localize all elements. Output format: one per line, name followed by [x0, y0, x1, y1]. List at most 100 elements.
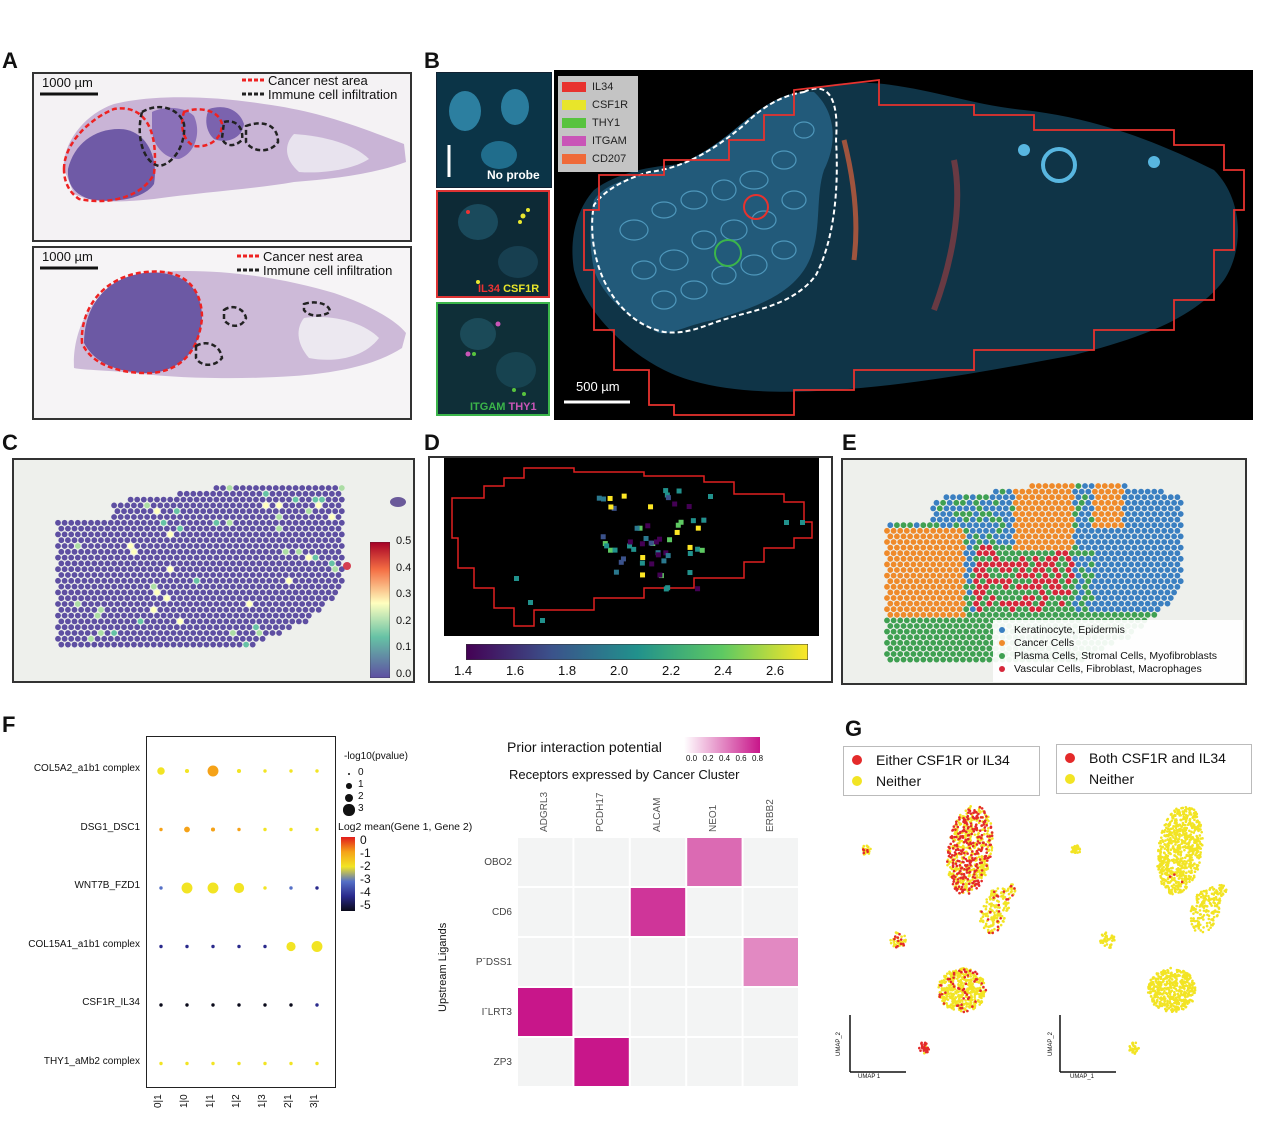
expression-spot	[206, 566, 213, 573]
umap-cell	[1202, 889, 1205, 893]
umap-cell	[1009, 884, 1013, 888]
expression-spot	[173, 635, 180, 642]
cluster-spot	[1022, 527, 1029, 534]
umap-cell	[1164, 823, 1168, 826]
expression-spot	[269, 525, 276, 532]
cluster-spot	[1032, 499, 1039, 506]
expression-spot	[111, 525, 117, 532]
expression-spot	[286, 624, 292, 631]
expression-spot	[167, 624, 174, 631]
umap-cell	[952, 869, 956, 873]
cluster-spot	[1016, 572, 1022, 579]
expression-spot	[71, 537, 78, 544]
cluster-spot	[976, 550, 983, 557]
cluster-spot	[1012, 544, 1019, 551]
cluster-spot	[887, 645, 894, 652]
cluster-spot	[1068, 606, 1075, 613]
cluster-spot	[1101, 483, 1108, 489]
expression-spot	[121, 589, 127, 596]
cluster-spot	[1167, 561, 1174, 568]
cluster-spot	[969, 606, 976, 613]
expression-spot	[84, 606, 91, 613]
expression-spot	[140, 554, 147, 561]
cluster-spot	[963, 606, 970, 613]
cluster-spot	[1082, 527, 1088, 534]
dotplot-point	[185, 944, 189, 949]
expression-spot	[206, 519, 213, 526]
umap-cell	[1177, 808, 1181, 812]
cluster-spot	[956, 550, 963, 557]
expression-spot	[249, 514, 256, 520]
expression-spot	[140, 566, 147, 573]
umap-cell	[962, 825, 966, 829]
expression-spot	[206, 531, 213, 538]
cluster-spot	[1032, 578, 1039, 585]
cluster-spot	[887, 567, 894, 573]
cluster-spot	[903, 628, 910, 635]
cluster-spot	[1101, 583, 1108, 590]
cluster-spot	[1161, 572, 1168, 579]
expression-spot	[58, 583, 65, 590]
expression-spot	[131, 630, 137, 636]
expression-spot	[104, 630, 111, 636]
cluster-spot	[1019, 522, 1026, 529]
expression-spot	[302, 572, 309, 578]
cluster-spot	[930, 561, 937, 568]
dotplot-point	[263, 827, 267, 832]
expression-spot	[101, 601, 108, 607]
cluster-spot	[969, 550, 976, 557]
expression-spot	[256, 572, 263, 578]
heatmap-cell	[518, 838, 573, 886]
expression-spot	[104, 606, 111, 613]
cluster-spot	[993, 488, 999, 495]
expression-spot	[315, 514, 322, 520]
cluster-spot	[956, 639, 963, 646]
cluster-spot	[989, 539, 996, 545]
cluster-spot	[1026, 533, 1032, 540]
cluster-spot	[983, 617, 989, 624]
cluster-spot	[1072, 488, 1078, 495]
expression-spot	[177, 595, 184, 602]
expression-spot	[269, 514, 276, 520]
umap-cell	[1169, 838, 1173, 842]
cluster-spot	[1019, 611, 1026, 618]
expression-spot	[91, 595, 98, 602]
umap-cell	[968, 969, 972, 973]
cluster-spot	[1072, 589, 1078, 596]
cluster-spot	[979, 623, 986, 629]
expression-spot	[193, 543, 200, 549]
expression-spot	[305, 589, 312, 596]
umap-cell	[952, 1008, 956, 1011]
cluster-spot	[1118, 555, 1125, 562]
cluster-spot	[923, 572, 930, 579]
cluster-spot	[1092, 499, 1098, 506]
cluster-spot	[1177, 567, 1184, 573]
umap-cell	[1183, 828, 1187, 832]
expression-spot	[282, 490, 289, 497]
umap-cell	[1192, 875, 1196, 879]
umap-cell	[961, 992, 964, 996]
umap-cell	[960, 885, 964, 889]
expression-spot	[124, 630, 131, 636]
cluster-spot	[1167, 595, 1174, 601]
cluster-spot	[1161, 539, 1168, 545]
expression-spot	[279, 624, 286, 631]
cluster-spot	[890, 595, 897, 601]
cluster-spot	[1154, 561, 1161, 568]
expression-spot	[230, 502, 236, 509]
expression-spot	[213, 624, 220, 631]
umap-cell	[1195, 819, 1199, 823]
expression-spot	[296, 560, 302, 567]
expression-spot	[299, 531, 306, 538]
umap-cell	[982, 823, 986, 826]
expression-spot	[107, 589, 114, 596]
cluster-spot	[1118, 488, 1125, 495]
cluster-spot	[983, 628, 989, 635]
cluster-spot	[1082, 516, 1088, 523]
scale-bar-label: 1000 µm	[42, 75, 93, 90]
expression-spot	[180, 589, 187, 596]
expression-spot	[210, 595, 217, 602]
cluster-spot	[966, 645, 973, 652]
cluster-spot	[1154, 505, 1161, 512]
cluster-spot	[950, 606, 956, 613]
